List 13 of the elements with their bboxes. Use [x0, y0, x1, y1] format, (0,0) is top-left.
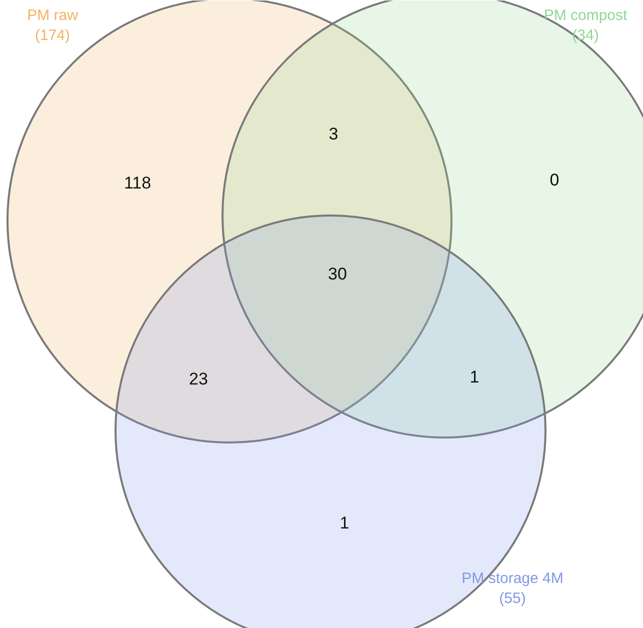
data-label: (55) [499, 590, 526, 607]
text: 1 [470, 368, 480, 386]
text: 0 [550, 170, 560, 190]
text: 30 [328, 264, 347, 284]
text: 3 [328, 124, 338, 144]
legend-label: PM compost [544, 7, 628, 24]
legend-label: PM storage 4M [462, 570, 564, 587]
data-label: (34) [572, 27, 599, 44]
data-label: (174) [34, 27, 70, 44]
legend-label: PM raw [27, 7, 78, 24]
text: 1 [340, 514, 350, 532]
text: 23 [189, 370, 208, 388]
text: 118 [124, 174, 152, 192]
